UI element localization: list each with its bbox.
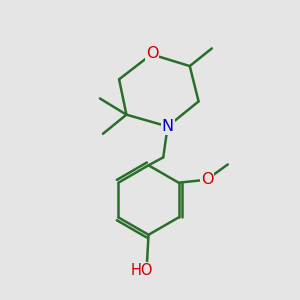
Text: N: N — [162, 119, 174, 134]
Text: HO: HO — [130, 262, 153, 278]
Text: O: O — [201, 172, 213, 187]
Text: O: O — [146, 46, 159, 61]
